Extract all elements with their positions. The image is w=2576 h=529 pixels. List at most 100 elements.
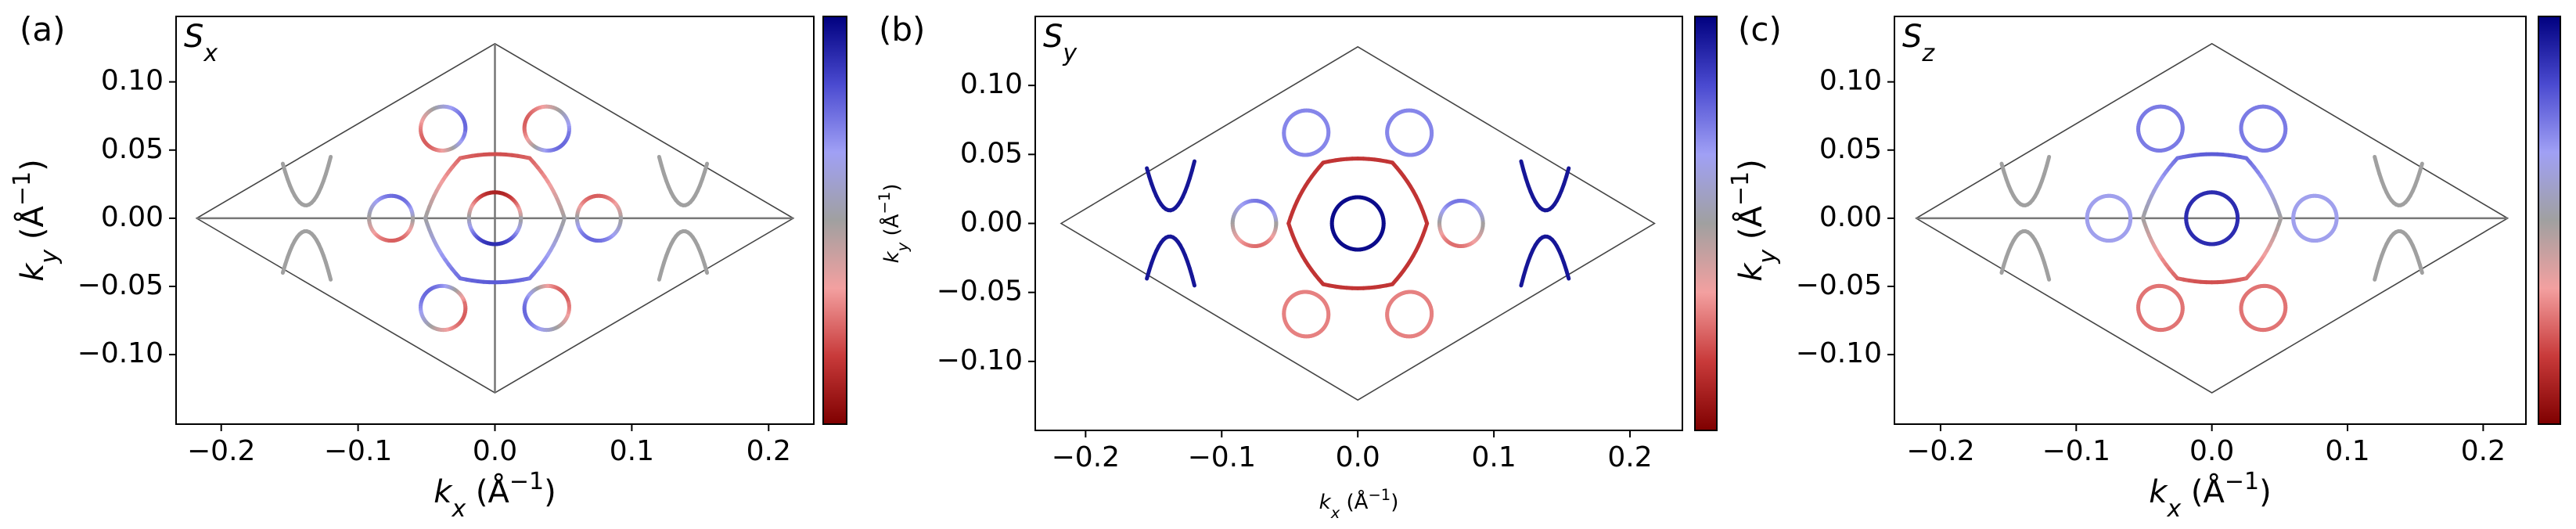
label-part: S (1043, 19, 1063, 55)
x-tick-label: −0.1 (324, 435, 392, 467)
axes-frame (1034, 16, 1683, 431)
label-part: z (1921, 40, 1935, 67)
colorbar (1694, 16, 1718, 431)
hexagonal-contour (2276, 216, 2283, 226)
label-part: −1 (1368, 486, 1391, 504)
hexagonal-contour (1423, 221, 1430, 232)
y-tick-label: −0.10 (77, 337, 164, 369)
label-part: (Å (13, 205, 51, 249)
y-tick-label: −0.05 (1796, 269, 1882, 301)
axes-frame (1894, 16, 2527, 425)
y-axis-label: ky (Å−1) (1727, 159, 1782, 281)
label-part: k (1319, 491, 1332, 514)
label-part: x (451, 495, 466, 523)
label-part: (Å (466, 473, 509, 510)
label-part: ) (880, 184, 904, 192)
x-tick-label: −0.1 (1188, 441, 1256, 473)
y-tick-label: 0.10 (101, 65, 164, 97)
x-tick-label: 0.2 (2461, 435, 2506, 467)
y-tick-label: −0.05 (77, 269, 164, 301)
label-part: ) (544, 474, 556, 510)
label-part: (Å (1732, 205, 1769, 249)
panel-label: (a) (20, 10, 66, 49)
x-axis-label: kx (Å−1) (434, 468, 556, 523)
colorbar (2538, 16, 2561, 425)
label-part: k (2149, 474, 2168, 510)
pocket-contour (462, 131, 467, 137)
y-tick-label: 0.05 (960, 137, 1023, 169)
label-part: ) (1733, 159, 1769, 171)
y-tick-label: 0.05 (101, 133, 164, 165)
x-tick-label: 0.0 (473, 435, 517, 467)
panel-label: (c) (1738, 10, 1782, 49)
x-tick-label: 0.2 (1607, 441, 1652, 473)
label-part: y (36, 249, 63, 264)
label-part: y (894, 242, 912, 252)
y-axis-label: ky (Å−1) (9, 159, 63, 281)
label-part: (Å (1340, 489, 1368, 514)
label-part: −1 (876, 192, 894, 214)
x-tick-label: −0.2 (1906, 435, 1974, 467)
pocket-contour (1325, 135, 1330, 142)
label-part: k (15, 262, 51, 282)
label-part: (Å (879, 214, 904, 242)
panel-title: Sz (1902, 19, 1935, 67)
x-axis-label: kx (Å−1) (1319, 486, 1399, 522)
x-axis-label: kx (Å−1) (2149, 468, 2271, 523)
pocket-contour (2283, 131, 2287, 138)
outer-contour (280, 161, 287, 175)
label-part: −1 (9, 171, 36, 206)
label-part: ) (2259, 474, 2272, 510)
outer-contour (1145, 166, 1152, 179)
panel-title: Sy (1043, 19, 1078, 67)
label-part: x (203, 40, 218, 67)
label-part: y (1754, 249, 1782, 264)
y-axis-label: ky (Å−1) (876, 184, 912, 264)
x-tick-label: 0.0 (2189, 435, 2234, 467)
label-part: S (1902, 19, 1922, 55)
panel-title: Sx (184, 19, 218, 67)
hexagonal-contour (560, 216, 567, 226)
outer-contour (1564, 268, 1571, 281)
pocket-contour (566, 131, 571, 138)
outer-contour (2417, 262, 2424, 275)
label-part: k (880, 250, 904, 263)
label-part: x (1330, 504, 1340, 522)
outer-contour (1564, 166, 1571, 179)
outer-contour (1145, 268, 1152, 281)
label-part: −1 (1727, 171, 1754, 206)
y-tick-label: 0.00 (1819, 201, 1882, 233)
label-part: k (434, 474, 453, 510)
y-tick-label: 0.10 (1819, 65, 1882, 97)
outer-contour (2417, 161, 2424, 175)
x-tick-label: 0.0 (1336, 441, 1380, 473)
outer-contour (703, 262, 710, 275)
pocket-contour (1428, 135, 1434, 142)
x-tick-label: −0.2 (1052, 441, 1120, 473)
y-tick-label: 0.05 (1819, 133, 1882, 165)
y-tick-label: 0.00 (101, 201, 164, 233)
label-part: k (1733, 262, 1769, 282)
y-tick-label: −0.05 (937, 275, 1023, 308)
outer-contour (1999, 161, 2006, 175)
x-tick-label: 0.2 (747, 435, 791, 467)
label-part: S (184, 19, 203, 55)
brillouin-zone (1060, 45, 1656, 401)
y-tick-label: 0.10 (960, 68, 1023, 100)
x-tick-label: −0.1 (2042, 435, 2110, 467)
y-tick-label: −0.10 (1796, 337, 1882, 369)
label-part: y (1062, 40, 1078, 67)
outer-contour (703, 161, 710, 175)
x-tick-label: 0.1 (610, 435, 654, 467)
outer-contour (280, 262, 287, 275)
x-tick-label: 0.1 (2325, 435, 2369, 467)
label-part: ) (1391, 491, 1398, 514)
x-tick-label: 0.1 (1471, 441, 1516, 473)
label-part: −1 (509, 468, 544, 495)
colorbar (822, 16, 847, 425)
label-part: x (2166, 495, 2181, 523)
label-part: ) (15, 159, 51, 171)
